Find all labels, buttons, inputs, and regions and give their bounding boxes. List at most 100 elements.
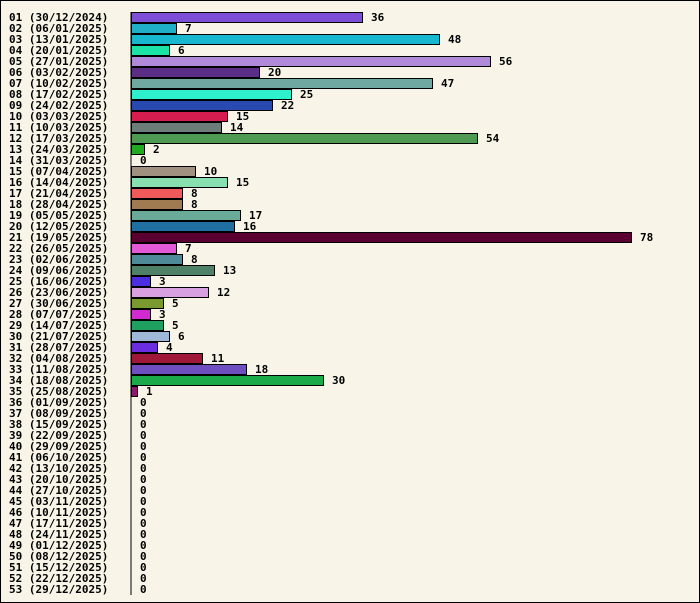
category-label: 23 (02/06/2025) <box>9 253 108 266</box>
category-label: 52 (22/12/2025) <box>9 572 108 585</box>
value-label: 0 <box>140 484 147 497</box>
value-label: 47 <box>441 77 454 90</box>
category-label: 46 (10/11/2025) <box>9 506 108 519</box>
value-label: 25 <box>300 88 313 101</box>
value-label: 4 <box>166 341 173 354</box>
value-label: 0 <box>140 429 147 442</box>
bar <box>131 56 491 67</box>
category-label: 26 (23/06/2025) <box>9 286 108 299</box>
category-label: 49 (01/12/2025) <box>9 539 108 552</box>
value-label: 8 <box>191 253 198 266</box>
value-label: 7 <box>185 22 192 35</box>
category-label: 03 (13/01/2025) <box>9 33 108 46</box>
bar <box>131 45 170 56</box>
category-label: 38 (15/09/2025) <box>9 418 108 431</box>
category-label: 50 (08/12/2025) <box>9 550 108 563</box>
category-label: 22 (26/05/2025) <box>9 242 108 255</box>
category-label: 06 (03/02/2025) <box>9 66 108 79</box>
value-label: 0 <box>140 561 147 574</box>
bar <box>131 276 151 287</box>
value-label: 3 <box>159 275 166 288</box>
category-label: 29 (14/07/2025) <box>9 319 108 332</box>
category-label: 53 (29/12/2025) <box>9 583 108 596</box>
category-label: 51 (15/12/2025) <box>9 561 108 574</box>
value-label: 8 <box>191 187 198 200</box>
category-label: 24 (09/06/2025) <box>9 264 108 277</box>
bar <box>131 67 260 78</box>
category-label: 02 (06/01/2025) <box>9 22 108 35</box>
value-label: 16 <box>243 220 257 233</box>
bar <box>131 375 324 386</box>
bar <box>131 210 241 221</box>
value-label: 2 <box>153 143 160 156</box>
category-label: 45 (03/11/2025) <box>9 495 108 508</box>
value-label: 48 <box>448 33 461 46</box>
category-label: 07 (10/02/2025) <box>9 77 108 90</box>
category-label: 09 (24/02/2025) <box>9 99 108 112</box>
category-label: 15 (07/04/2025) <box>9 165 108 178</box>
value-label: 0 <box>140 506 147 519</box>
category-label: 47 (17/11/2025) <box>9 517 108 530</box>
category-label: 11 (10/03/2025) <box>9 121 108 134</box>
bar <box>131 309 151 320</box>
category-label: 44 (27/10/2025) <box>9 484 108 497</box>
bar <box>131 133 478 144</box>
category-label: 21 (19/05/2025) <box>9 231 108 244</box>
bar <box>131 320 164 331</box>
category-label: 05 (27/01/2025) <box>9 55 108 68</box>
value-label: 10 <box>204 165 217 178</box>
value-label: 36 <box>371 11 385 24</box>
value-label: 0 <box>140 462 147 475</box>
value-label: 56 <box>499 55 513 68</box>
bar <box>131 111 228 122</box>
bar <box>131 34 440 45</box>
category-label: 04 (20/01/2025) <box>9 44 108 57</box>
bar <box>131 199 183 210</box>
value-label: 11 <box>211 352 225 365</box>
value-label: 20 <box>268 66 281 79</box>
bar <box>131 364 247 375</box>
bar <box>131 23 177 34</box>
value-label: 0 <box>140 418 147 431</box>
category-label: 32 (04/08/2025) <box>9 352 108 365</box>
value-label: 0 <box>140 572 147 585</box>
value-label: 22 <box>281 99 294 112</box>
value-label: 0 <box>140 550 147 563</box>
category-label: 14 (31/03/2025) <box>9 154 108 167</box>
bar <box>131 144 145 155</box>
value-label: 1 <box>146 385 153 398</box>
bar <box>131 342 158 353</box>
bar <box>131 331 170 342</box>
category-label: 10 (03/03/2025) <box>9 110 108 123</box>
value-label: 13 <box>223 264 236 277</box>
bar <box>131 243 177 254</box>
category-label: 16 (14/04/2025) <box>9 176 108 189</box>
value-label: 15 <box>236 110 249 123</box>
value-label: 30 <box>332 374 345 387</box>
category-label: 12 (17/03/2025) <box>9 132 108 145</box>
bar <box>131 100 273 111</box>
bar <box>131 122 222 133</box>
value-label: 15 <box>236 176 249 189</box>
category-label: 01 (30/12/2024) <box>9 11 108 24</box>
category-label: 27 (30/06/2025) <box>9 297 108 310</box>
category-label: 43 (20/10/2025) <box>9 473 108 486</box>
bar <box>131 386 138 397</box>
value-label: 5 <box>172 297 179 310</box>
bar <box>131 287 209 298</box>
bar <box>131 232 632 243</box>
category-label: 17 (21/04/2025) <box>9 187 108 200</box>
category-label: 41 (06/10/2025) <box>9 451 108 464</box>
category-label: 18 (28/04/2025) <box>9 198 108 211</box>
bar <box>131 353 203 364</box>
bar <box>131 12 363 23</box>
value-label: 8 <box>191 198 198 211</box>
category-label: 19 (05/05/2025) <box>9 209 108 222</box>
value-label: 0 <box>140 407 147 420</box>
category-label: 33 (11/08/2025) <box>9 363 108 376</box>
category-label: 39 (22/09/2025) <box>9 429 108 442</box>
value-label: 14 <box>230 121 244 134</box>
bar <box>131 78 433 89</box>
